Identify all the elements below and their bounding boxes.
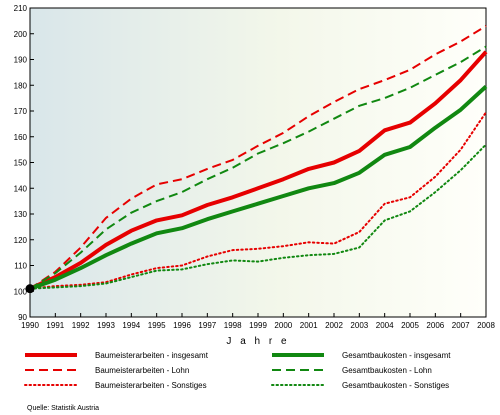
- y-tick-label: 160: [14, 133, 28, 142]
- x-tick-label: 2003: [350, 321, 368, 330]
- x-tick-label: 2002: [325, 321, 343, 330]
- series-line: [29, 25, 487, 290]
- plot-area: [29, 7, 487, 318]
- x-tick-label: 1990: [21, 321, 39, 330]
- legend: Baumeisterarbeiten - insgesamt Baumeister…: [24, 351, 451, 390]
- series-line: [29, 85, 488, 291]
- start-marker: [25, 284, 35, 294]
- legend-label: Gesamtbaukosten - Sonstiges: [342, 381, 449, 390]
- x-axis-label: J a h r e: [226, 336, 289, 347]
- x-tick-label: 2007: [452, 321, 470, 330]
- start-point: [25, 284, 35, 294]
- y-tick-label: 200: [14, 30, 28, 39]
- x-tick-label: 2005: [401, 321, 419, 330]
- source-note: Quelle: Statistik Austria: [27, 405, 99, 412]
- y-tick-label: 170: [14, 107, 28, 116]
- x-tick-label: 1998: [224, 321, 242, 330]
- x-tick-label: 2001: [300, 321, 318, 330]
- x-axis: 1990 1991 1992 1993 1994 1995 1996 1997 1998 1999…: [21, 313, 495, 330]
- y-tick-label: 120: [14, 236, 28, 245]
- x-tick-label: 1995: [148, 321, 166, 330]
- x-tick-label: 1991: [46, 321, 64, 330]
- x-tick-label: 2008: [477, 321, 495, 330]
- x-tick-label: 1993: [97, 321, 115, 330]
- series-lines: [29, 25, 488, 291]
- legend-label: Gesamtbaukosten - Lohn: [342, 366, 432, 375]
- y-tick-label: 140: [14, 184, 28, 193]
- series-line: [29, 111, 487, 290]
- y-tick-label: 100: [14, 287, 28, 296]
- series-line: [29, 50, 488, 291]
- x-tick-label: 2004: [376, 321, 394, 330]
- y-tick-label: 150: [14, 159, 28, 168]
- series-line: [29, 45, 487, 290]
- x-tick-label: 2000: [274, 321, 292, 330]
- y-tick-label: 210: [14, 4, 28, 13]
- legend-label: Gesamtbaukosten - insgesamt: [342, 351, 451, 360]
- x-tick-label: 1997: [198, 321, 216, 330]
- x-tick-label: 1999: [249, 321, 267, 330]
- x-tick-label: 1992: [72, 321, 90, 330]
- legend-label: Baumeisterarbeiten - Lohn: [95, 366, 189, 375]
- x-tick-label: 1994: [122, 321, 140, 330]
- y-tick-label: 130: [14, 210, 28, 219]
- legend-label: Baumeisterarbeiten - Sonstiges: [95, 381, 207, 390]
- x-tick-label: 1996: [173, 321, 191, 330]
- series-line: [29, 143, 487, 290]
- y-tick-label: 190: [14, 56, 28, 65]
- y-axis: 90 100 110 120 130 140 150 160 170 180 190 200 210: [14, 4, 34, 322]
- y-tick-label: 110: [14, 262, 27, 271]
- x-tick-label: 2006: [426, 321, 444, 330]
- y-tick-label: 180: [14, 81, 28, 90]
- legend-label: Baumeisterarbeiten - insgesamt: [95, 351, 209, 360]
- y-tick-label: 90: [18, 313, 27, 322]
